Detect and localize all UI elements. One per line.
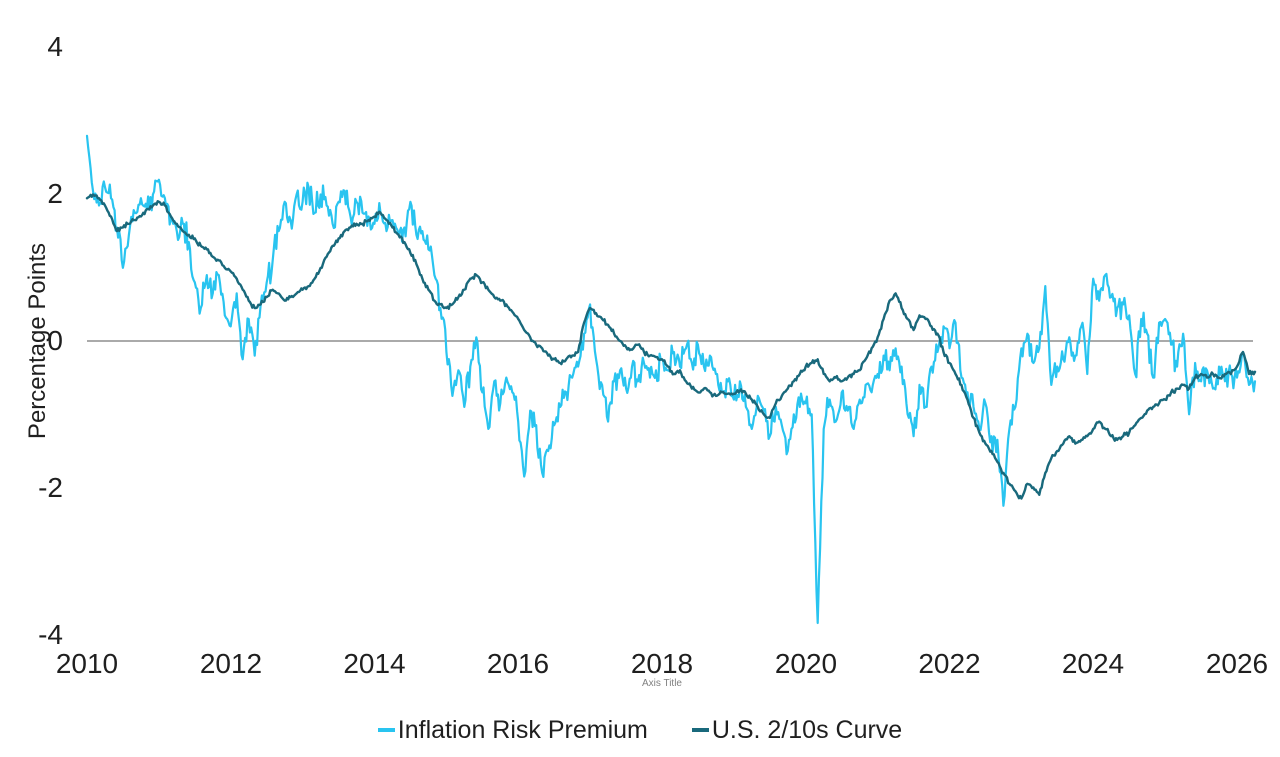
series-line-u-s-2-10s-curve (85, 193, 1257, 500)
x-tick-2022: 2022 (918, 648, 981, 679)
legend-item-us-2-10s-curve: U.S. 2/10s Curve (691, 715, 903, 745)
x-tick-2026: 2026 (1205, 648, 1269, 679)
series-line-inflation-risk-premium (85, 134, 1257, 625)
legend: Inflation Risk Premium U.S. 2/10s Curve (0, 712, 1280, 748)
x-axis-title: Axis Title (641, 678, 682, 689)
x-tick-2010: 2010 (55, 648, 119, 679)
x-tick-2012: 2012 (199, 648, 263, 679)
y-tick-2: 2 (47, 178, 63, 209)
y-tick-neg2: -2 (38, 472, 63, 503)
y-tick-neg4: -4 (38, 619, 63, 650)
legend-line-marker-cyan (377, 728, 395, 732)
x-tick-2020: 2020 (774, 648, 838, 679)
x-tick-2016: 2016 (486, 648, 550, 679)
legend-line-marker-teal (691, 728, 709, 732)
x-tick-2018: 2018 (630, 648, 694, 679)
x-tick-2024: 2024 (1061, 648, 1125, 679)
y-tick-4: 4 (47, 31, 63, 62)
legend-label-us-2-10s-curve: U.S. 2/10s Curve (711, 715, 903, 744)
legend-item-inflation-risk-premium: Inflation Risk Premium (377, 715, 648, 745)
x-tick-2014: 2014 (343, 648, 406, 679)
y-tick-0: 0 (47, 325, 63, 356)
legend-label-inflation-risk-premium: Inflation Risk Premium (397, 715, 648, 744)
